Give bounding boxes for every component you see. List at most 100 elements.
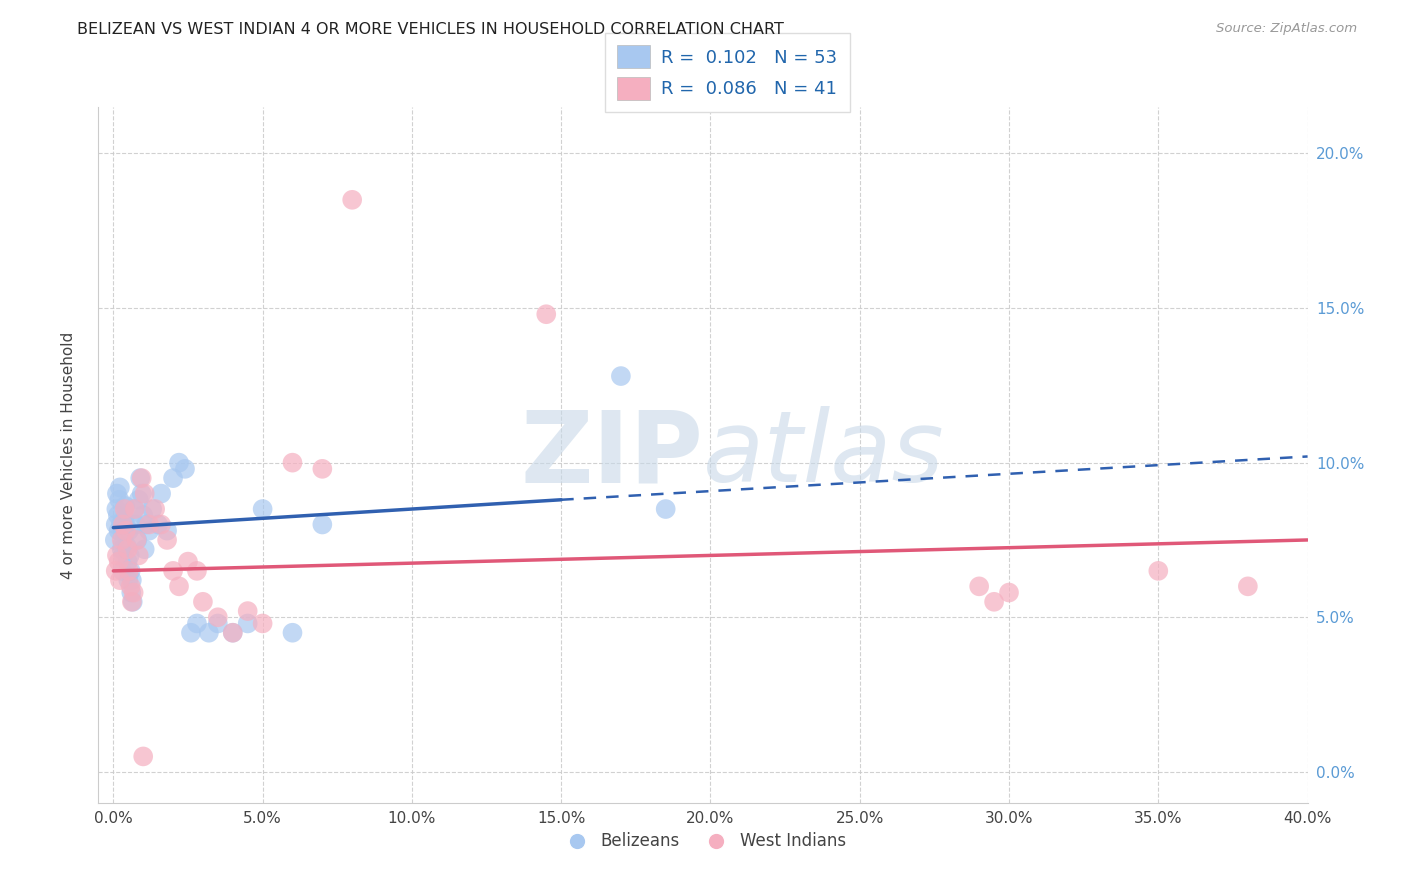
Point — [108, 492, 131, 507]
Point — [222, 625, 245, 640]
Point — [125, 533, 148, 547]
Point — [115, 517, 138, 532]
Text: ZIP: ZIP — [520, 407, 703, 503]
Point — [107, 508, 129, 523]
Point — [111, 517, 134, 532]
Point — [207, 610, 229, 624]
Point — [167, 456, 190, 470]
Point — [111, 549, 134, 563]
Point — [108, 573, 131, 587]
Point — [143, 502, 166, 516]
Point — [115, 524, 138, 538]
Point — [180, 625, 202, 640]
Point — [281, 456, 304, 470]
Text: atlas: atlas — [703, 407, 945, 503]
Point — [131, 486, 153, 500]
Point — [105, 502, 128, 516]
Point — [138, 524, 160, 538]
Text: Source: ZipAtlas.com: Source: ZipAtlas.com — [1216, 22, 1357, 36]
Point — [132, 508, 155, 523]
Point — [117, 542, 139, 557]
Point — [122, 585, 145, 599]
Point — [124, 502, 146, 516]
Point — [114, 499, 136, 513]
Point — [198, 625, 221, 640]
Point — [135, 517, 157, 532]
Point — [186, 616, 208, 631]
Point — [129, 471, 152, 485]
Point — [117, 555, 139, 569]
Point — [118, 549, 141, 563]
Point — [114, 511, 136, 525]
Point — [122, 502, 145, 516]
Point — [121, 595, 143, 609]
Text: BELIZEAN VS WEST INDIAN 4 OR MORE VEHICLES IN HOUSEHOLD CORRELATION CHART: BELIZEAN VS WEST INDIAN 4 OR MORE VEHICL… — [77, 22, 785, 37]
Point — [127, 533, 149, 547]
Point — [1147, 564, 1170, 578]
Point — [112, 533, 135, 547]
Point — [146, 517, 169, 532]
Point — [115, 539, 138, 553]
Point — [207, 616, 229, 631]
Point — [252, 502, 274, 516]
Point — [311, 462, 333, 476]
Point — [111, 542, 134, 557]
Point — [121, 573, 143, 587]
Point — [107, 555, 129, 569]
Point — [281, 625, 304, 640]
Point — [104, 517, 127, 532]
Point — [108, 480, 131, 494]
Point — [162, 471, 184, 485]
Point — [132, 749, 155, 764]
Point — [150, 486, 173, 500]
Point — [118, 564, 141, 578]
Point — [118, 524, 141, 538]
Point — [252, 616, 274, 631]
Point — [120, 564, 142, 578]
Point — [536, 307, 558, 321]
Point — [222, 625, 245, 640]
Point — [111, 564, 134, 578]
Point — [998, 585, 1021, 599]
Point — [134, 542, 156, 557]
Point — [186, 564, 208, 578]
Point — [107, 524, 129, 538]
Point — [125, 517, 148, 532]
Point — [340, 193, 363, 207]
Point — [156, 524, 179, 538]
Point — [138, 517, 160, 532]
Point — [610, 369, 633, 384]
Point — [117, 573, 139, 587]
Point — [162, 564, 184, 578]
Legend: Belizeans, West Indians: Belizeans, West Indians — [554, 826, 852, 857]
Point — [128, 549, 150, 563]
Point — [134, 486, 156, 500]
Point — [167, 579, 190, 593]
Point — [156, 533, 179, 547]
Point — [177, 555, 200, 569]
Point — [120, 585, 142, 599]
Point — [128, 492, 150, 507]
Point — [110, 517, 132, 532]
Point — [174, 462, 197, 476]
Point — [105, 486, 128, 500]
Point — [104, 533, 127, 547]
Point — [120, 579, 142, 593]
Point — [236, 616, 259, 631]
Point — [111, 533, 134, 547]
Point — [967, 579, 990, 593]
Point — [104, 564, 127, 578]
Point — [105, 549, 128, 563]
Point — [191, 595, 214, 609]
Point — [150, 517, 173, 532]
Point — [1237, 579, 1260, 593]
Point — [141, 502, 163, 516]
Point — [131, 471, 153, 485]
Point — [311, 517, 333, 532]
Point — [236, 604, 259, 618]
Y-axis label: 4 or more Vehicles in Household: 4 or more Vehicles in Household — [62, 331, 76, 579]
Point — [654, 502, 676, 516]
Point — [114, 502, 136, 516]
Point — [983, 595, 1005, 609]
Point — [121, 595, 143, 609]
